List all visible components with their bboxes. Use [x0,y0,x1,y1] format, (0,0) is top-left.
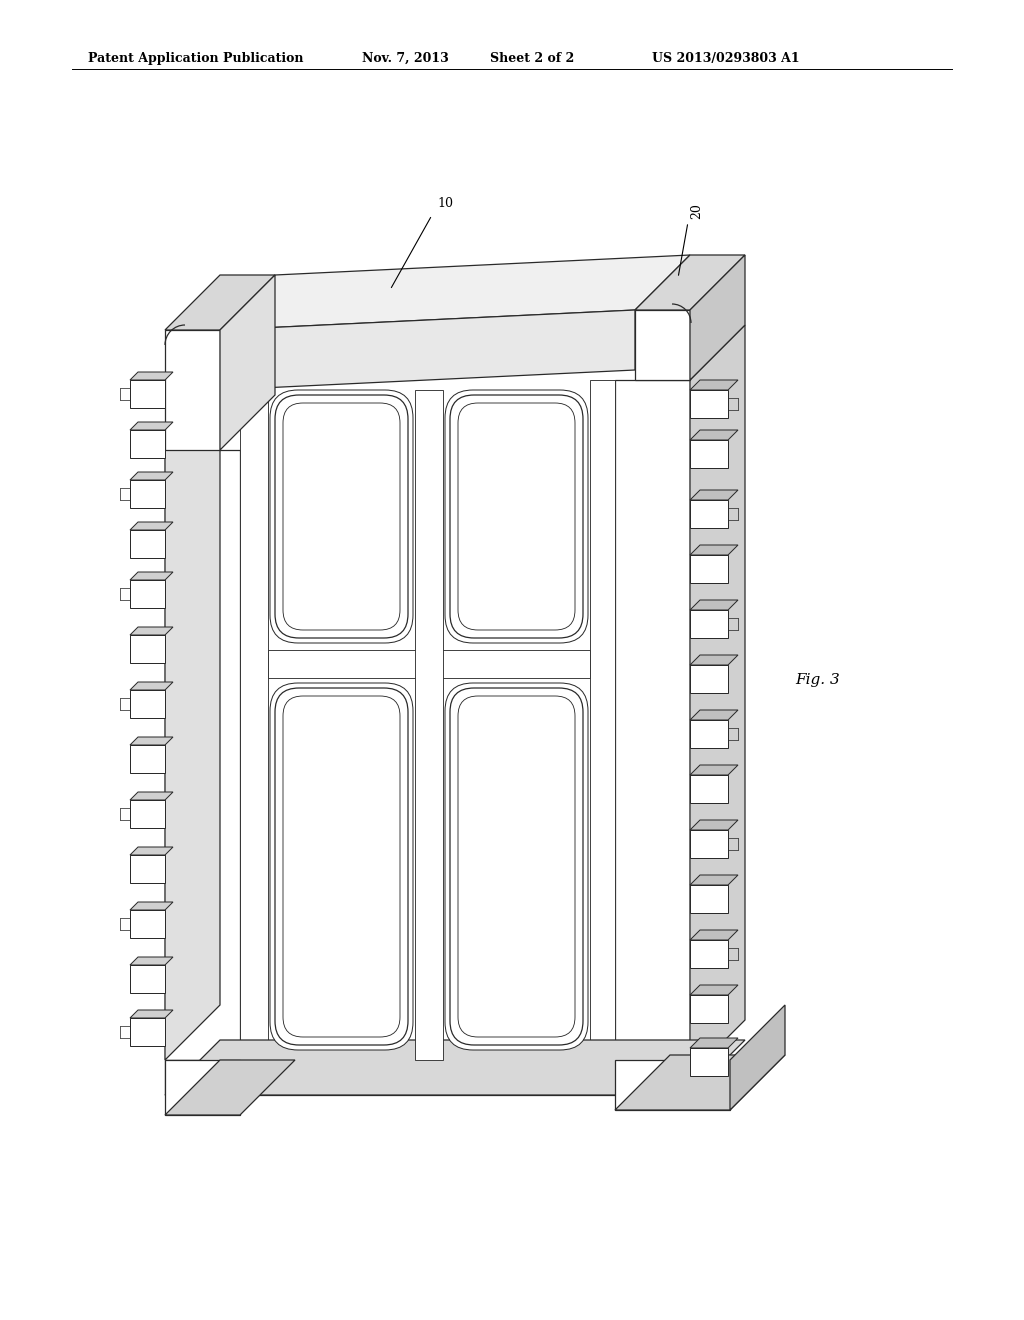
FancyBboxPatch shape [283,403,400,630]
Polygon shape [165,1060,690,1096]
Polygon shape [615,380,690,1074]
Polygon shape [690,655,738,665]
Polygon shape [615,1060,730,1110]
Polygon shape [690,931,738,940]
Polygon shape [690,500,728,528]
Polygon shape [130,430,165,458]
Polygon shape [130,473,173,480]
Polygon shape [690,255,745,380]
Text: US 2013/0293803 A1: US 2013/0293803 A1 [652,51,800,65]
Polygon shape [130,1010,173,1018]
Polygon shape [165,1060,240,1115]
FancyBboxPatch shape [270,389,413,643]
Polygon shape [165,1060,295,1115]
Polygon shape [690,710,738,719]
Text: 10: 10 [437,197,453,210]
FancyBboxPatch shape [445,682,588,1049]
Polygon shape [130,635,165,663]
Polygon shape [690,995,728,1023]
Text: Sheet 2 of 2: Sheet 2 of 2 [490,51,574,65]
Polygon shape [130,531,165,558]
Polygon shape [130,480,165,508]
Text: Fig. 3: Fig. 3 [795,673,840,686]
Polygon shape [690,490,738,500]
Polygon shape [690,875,738,884]
Text: Patent Application Publication: Patent Application Publication [88,51,303,65]
Polygon shape [130,847,173,855]
Polygon shape [165,275,275,330]
Polygon shape [690,665,728,693]
Polygon shape [165,450,240,1060]
FancyBboxPatch shape [275,395,408,638]
Polygon shape [690,430,738,440]
Polygon shape [690,719,728,748]
Polygon shape [130,572,173,579]
Polygon shape [130,800,165,828]
FancyBboxPatch shape [270,682,413,1049]
Polygon shape [130,1018,165,1045]
Polygon shape [690,440,728,469]
Polygon shape [165,330,220,450]
FancyBboxPatch shape [450,688,583,1045]
Polygon shape [690,554,728,583]
Polygon shape [615,1055,785,1110]
Polygon shape [730,1005,785,1110]
Polygon shape [130,372,173,380]
FancyBboxPatch shape [283,696,400,1038]
Polygon shape [690,775,728,803]
Polygon shape [130,909,165,939]
Polygon shape [130,579,165,609]
FancyBboxPatch shape [445,389,588,643]
Polygon shape [690,820,738,830]
Polygon shape [690,830,728,858]
Polygon shape [690,1048,728,1076]
Text: Nov. 7, 2013: Nov. 7, 2013 [362,51,449,65]
Polygon shape [690,1038,738,1048]
Polygon shape [690,545,738,554]
Polygon shape [220,310,635,389]
Polygon shape [690,389,728,418]
Text: 20: 20 [690,203,703,219]
Polygon shape [220,255,690,330]
Polygon shape [220,275,275,450]
Polygon shape [130,744,165,774]
Polygon shape [590,380,615,1060]
Polygon shape [690,766,738,775]
Polygon shape [415,389,443,1060]
FancyBboxPatch shape [275,688,408,1045]
Polygon shape [690,601,738,610]
Polygon shape [220,310,635,1060]
Polygon shape [130,902,173,909]
Polygon shape [130,957,173,965]
Polygon shape [130,737,173,744]
Polygon shape [240,389,268,1060]
Polygon shape [165,1040,745,1096]
Polygon shape [635,310,690,380]
Polygon shape [690,940,728,968]
FancyBboxPatch shape [458,696,575,1038]
Polygon shape [130,855,165,883]
FancyBboxPatch shape [450,395,583,638]
Polygon shape [268,649,590,678]
Polygon shape [130,422,173,430]
Polygon shape [130,380,165,408]
Polygon shape [165,395,220,1060]
Polygon shape [690,884,728,913]
Polygon shape [690,610,728,638]
Polygon shape [690,985,738,995]
Polygon shape [690,325,745,1074]
Polygon shape [635,255,745,310]
Polygon shape [130,792,173,800]
FancyBboxPatch shape [458,403,575,630]
Polygon shape [130,682,173,690]
Polygon shape [130,965,165,993]
Polygon shape [130,627,173,635]
Polygon shape [130,690,165,718]
Polygon shape [130,521,173,531]
Polygon shape [690,380,738,389]
